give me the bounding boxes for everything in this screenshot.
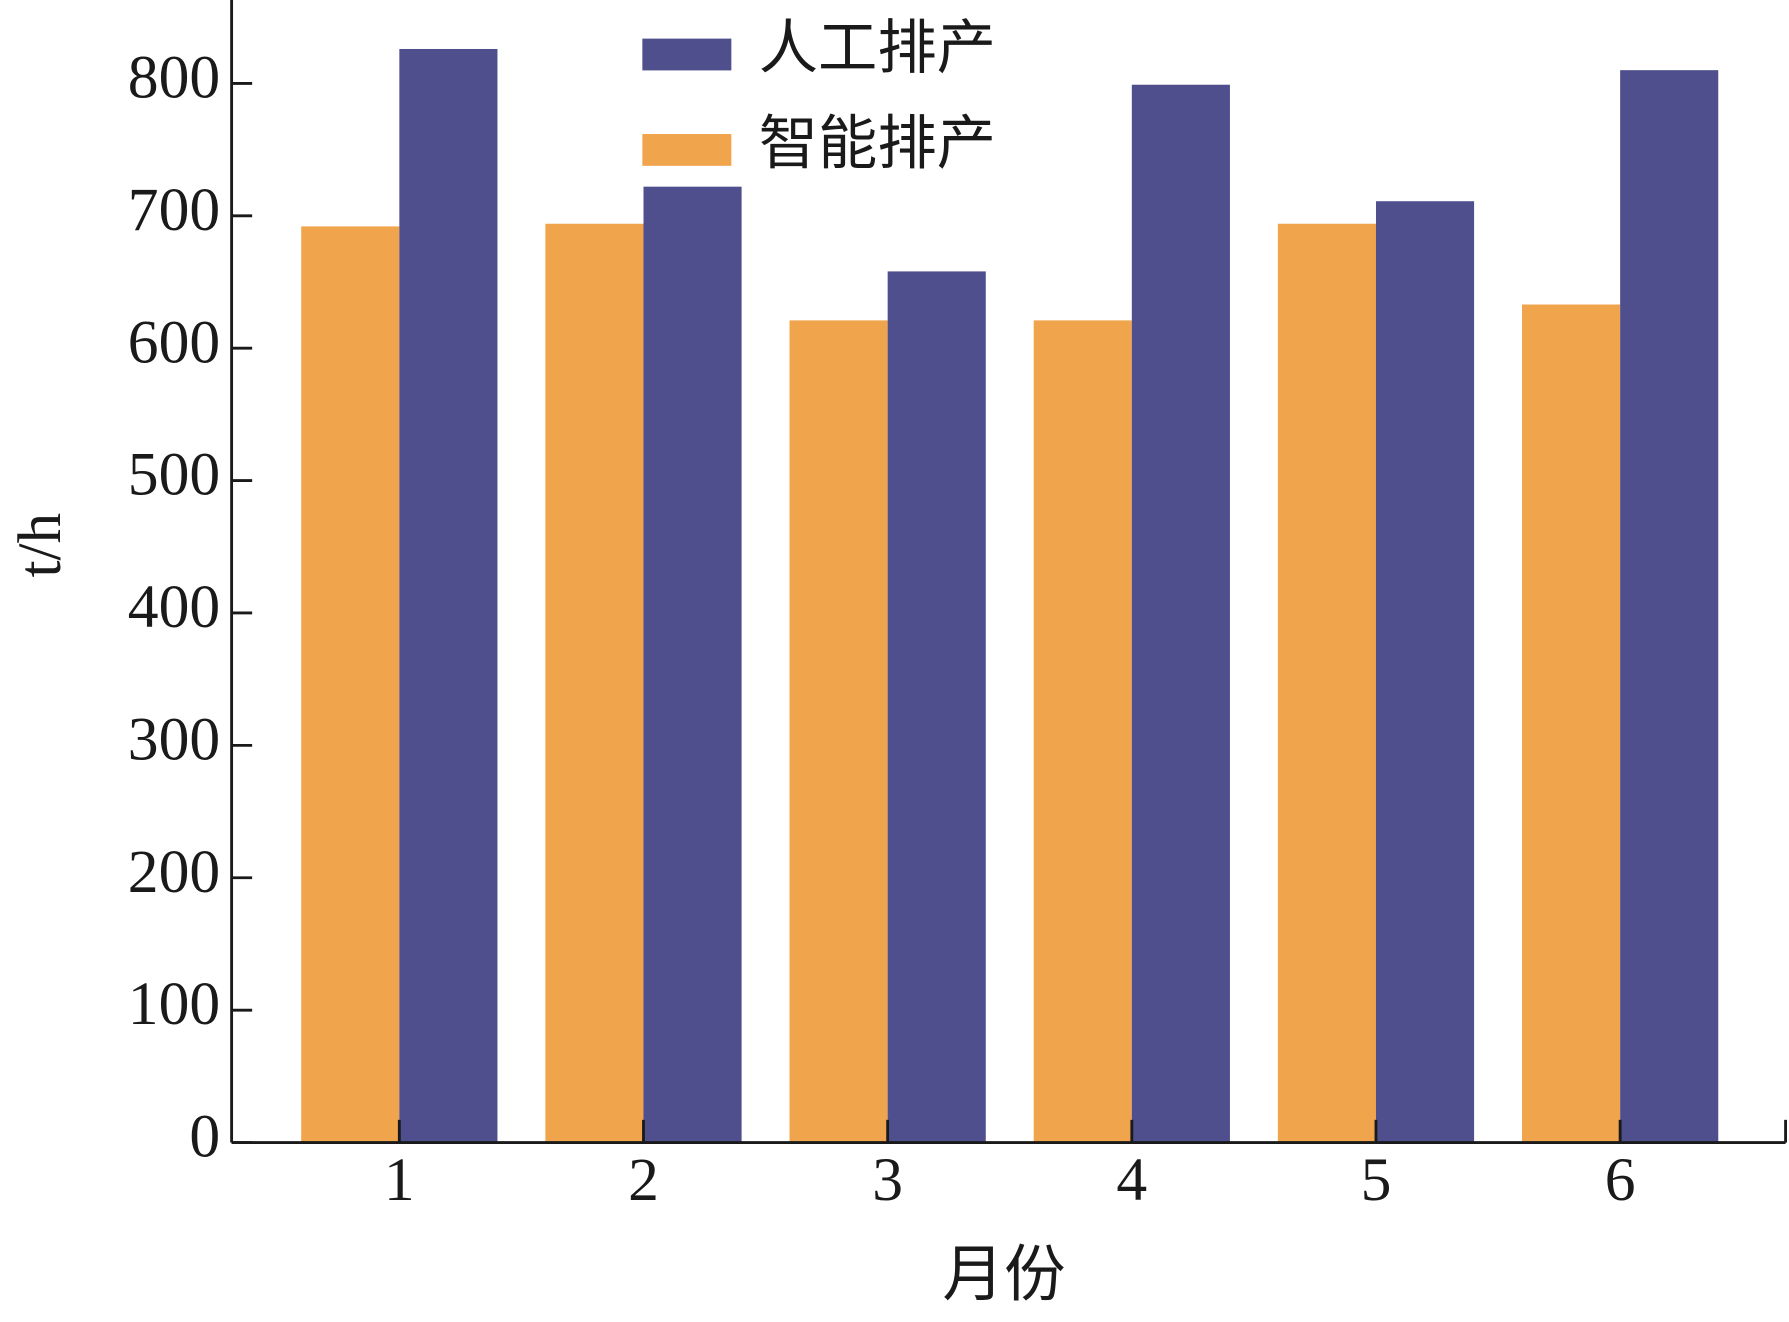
y-tick-label: 300 [128, 706, 220, 774]
legend-swatch [642, 134, 732, 166]
legend-label: 人工排产 [759, 15, 996, 81]
x-tick-label: 5 [1361, 1146, 1392, 1214]
bar [1131, 84, 1230, 1143]
bar [887, 271, 986, 1143]
bar [545, 223, 644, 1143]
legend-swatch [642, 38, 732, 71]
legend-label: 智能排产 [759, 111, 996, 177]
x-tick-label: 4 [1116, 1146, 1147, 1214]
y-tick-label: 400 [128, 573, 220, 641]
bar [1375, 201, 1475, 1143]
y-tick-label: 500 [128, 441, 220, 509]
y-tick-label: 800 [128, 44, 220, 112]
x-axis-title: 月份 [942, 1241, 1065, 1309]
x-tick-label: 6 [1605, 1146, 1636, 1214]
bar [399, 48, 498, 1143]
bar [1033, 320, 1132, 1143]
y-tick-label: 0 [189, 1103, 220, 1171]
bar [643, 186, 742, 1143]
bar [789, 320, 888, 1143]
bar [1522, 304, 1621, 1143]
y-tick-label: 100 [128, 970, 220, 1038]
x-tick-label: 1 [384, 1146, 415, 1214]
bar [1277, 223, 1376, 1143]
x-tick-label: 2 [628, 1146, 659, 1214]
bar [301, 226, 400, 1143]
y-tick-label: 600 [128, 308, 220, 376]
y-tick-label: 200 [128, 838, 220, 906]
bar [1620, 70, 1719, 1143]
y-axis-title: t/h [6, 513, 74, 578]
y-tick-label: 700 [128, 176, 220, 244]
x-tick-label: 3 [872, 1146, 903, 1214]
